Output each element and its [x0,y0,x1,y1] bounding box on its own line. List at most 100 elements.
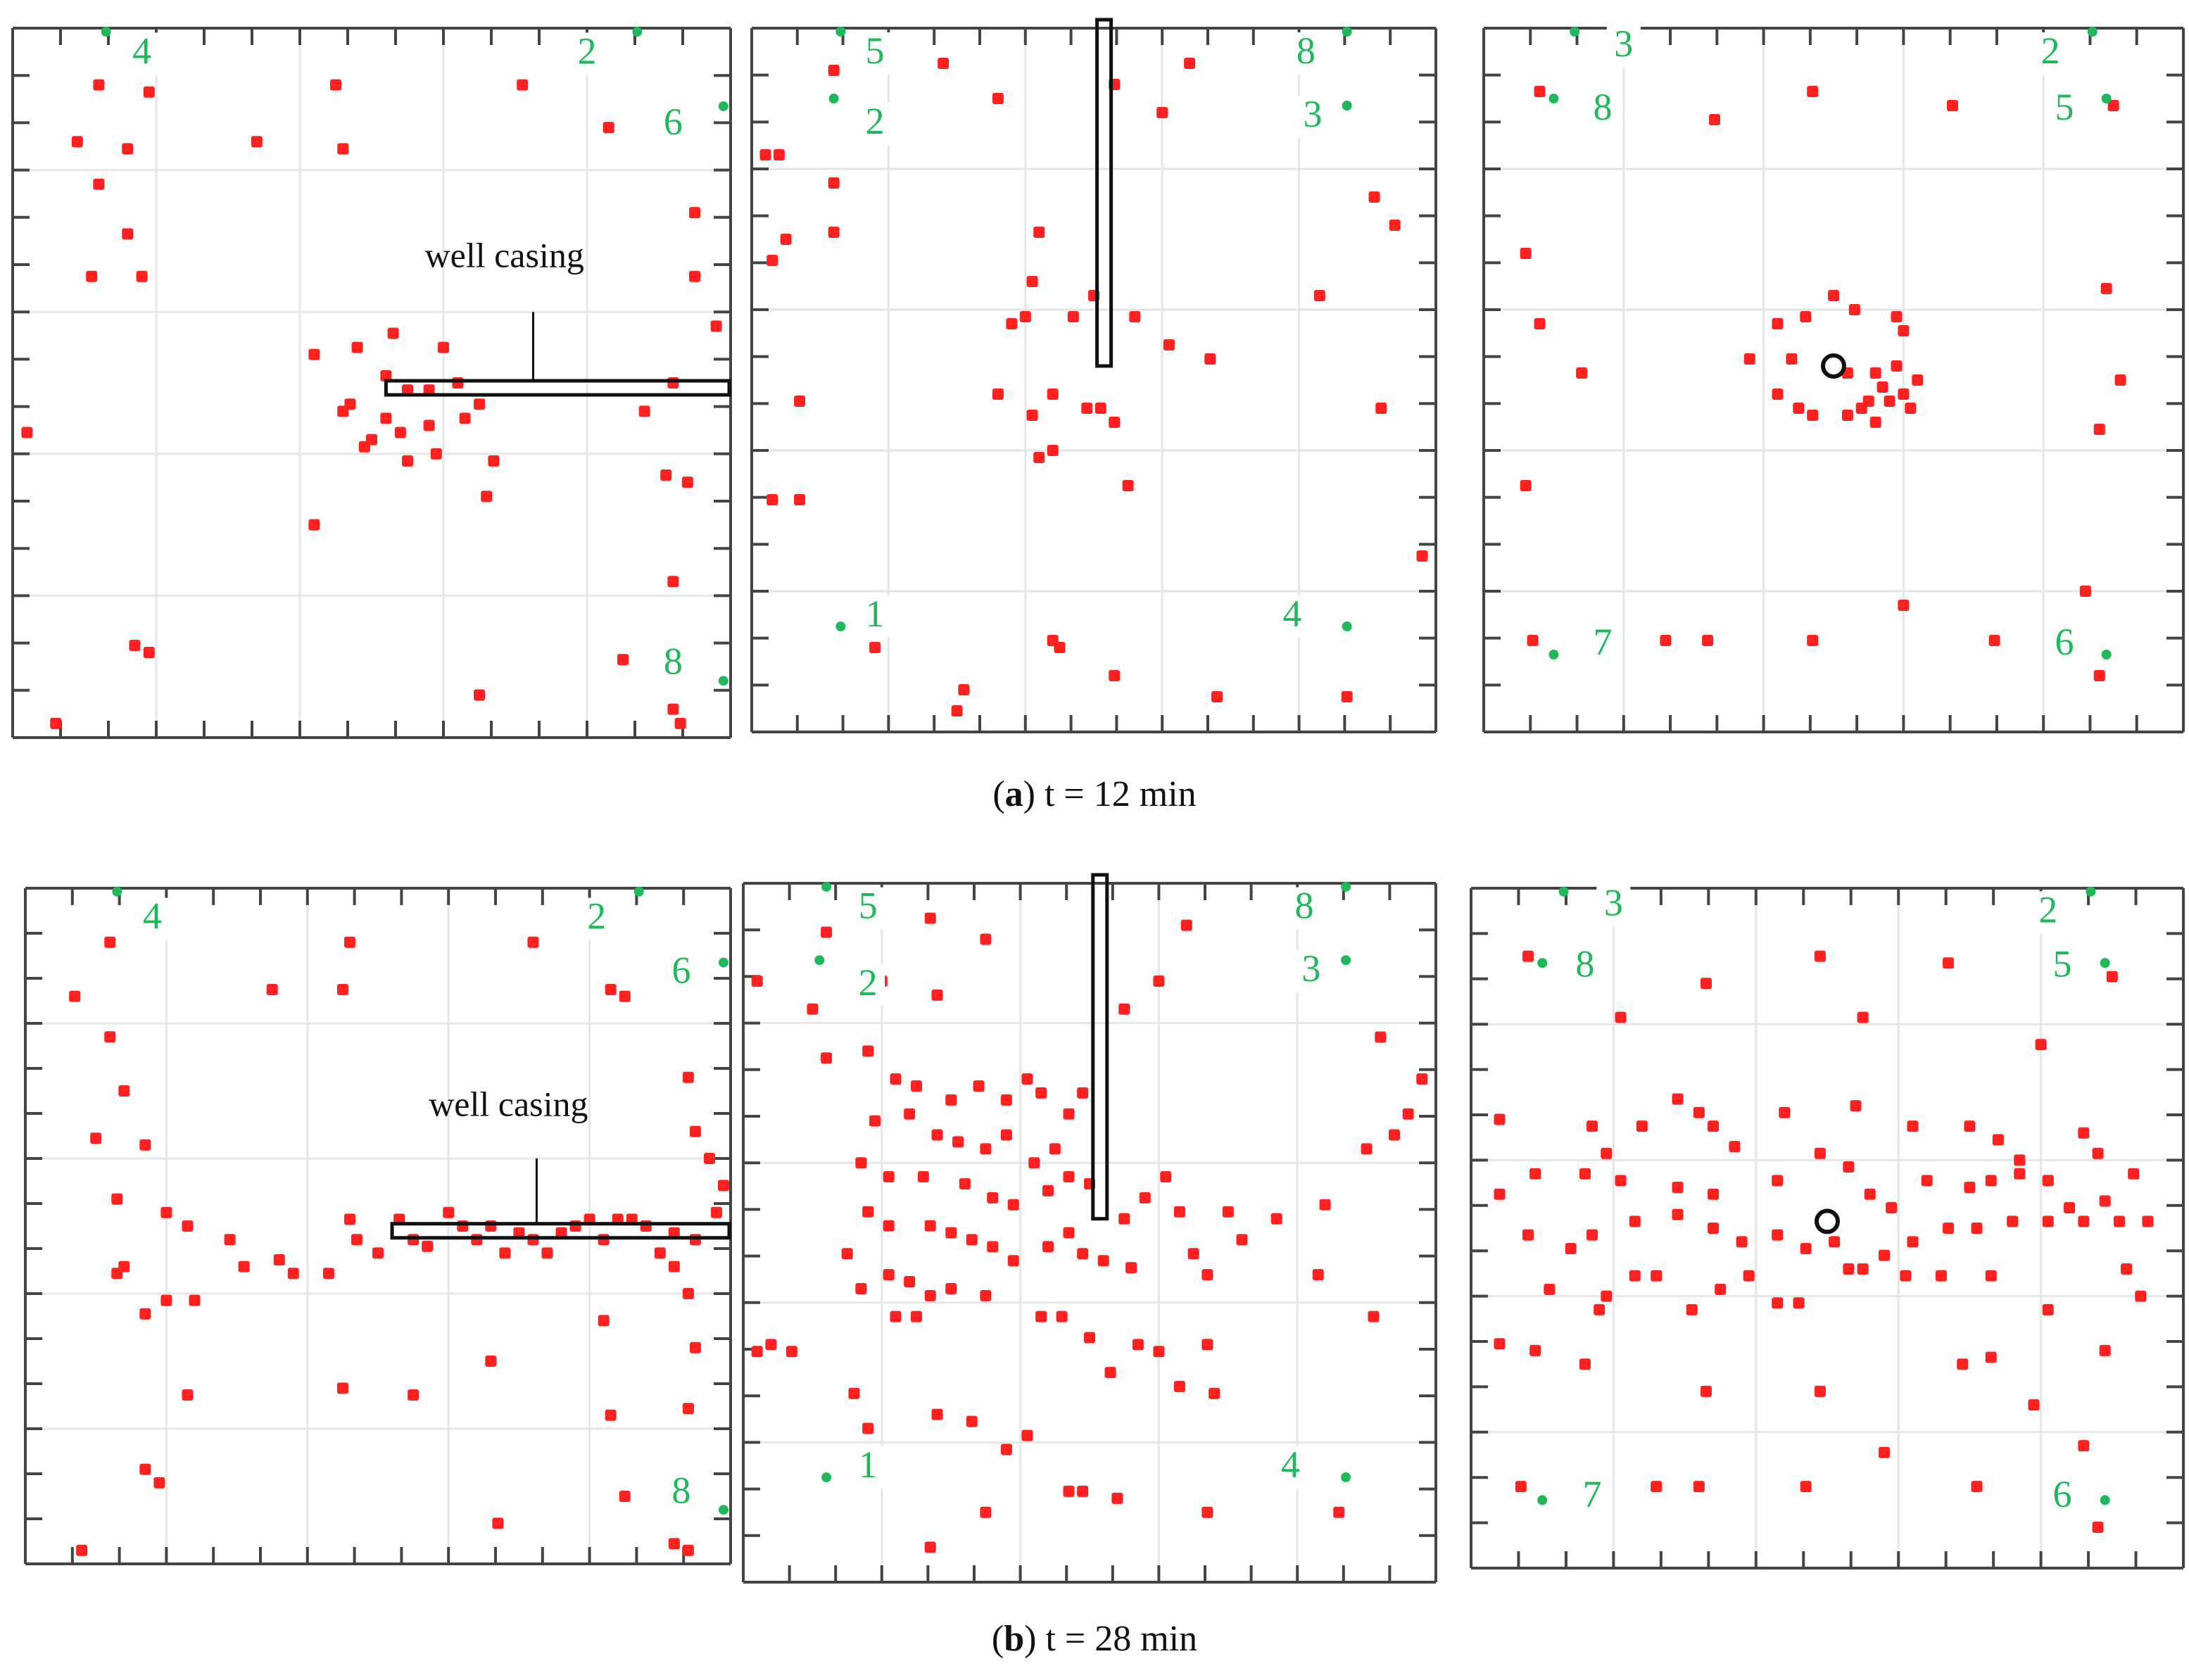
casing-label: well casing [429,1085,588,1124]
event-point [828,227,840,238]
event-point [139,1308,151,1320]
sensor-label: 2 [578,30,597,72]
sensor-marker [101,27,111,37]
event-point [1857,1263,1869,1275]
event-point [959,1177,971,1189]
event-point [924,1541,936,1553]
sensor-label: 8 [1295,885,1314,927]
event-point [689,1341,701,1353]
event-point [2078,1440,2090,1452]
event-point [485,1356,497,1367]
sensor-label: 2 [587,895,606,937]
event-point [308,519,320,531]
event-point [883,1269,895,1281]
event-point [807,1003,819,1015]
sensor-label: 2 [2038,888,2057,930]
event-point [1629,1215,1641,1227]
event-point [1841,410,1853,421]
sensor-label: 8 [1593,86,1612,128]
sensor-label-bg [1596,884,1631,927]
event-point [1333,1506,1345,1518]
event-point [654,1247,666,1259]
sensor-label-bg [857,595,892,638]
well-casing [1095,18,1114,368]
event-point [143,86,155,98]
event-point [358,441,370,453]
event-point [862,1045,874,1057]
event-point [1898,389,1910,400]
event-point [1163,339,1175,350]
sensor-label: 2 [859,961,878,1004]
sensor-label-bg [1567,945,1602,988]
event-point [1118,1213,1130,1225]
event-point [973,1080,985,1092]
event-point [1416,550,1428,562]
event-point [1522,950,1534,962]
event-point [423,384,435,396]
sensor-marker [2100,958,2110,968]
event-point [1971,1223,1983,1234]
sensor-label: 8 [671,1470,690,1512]
sensor-label: 3 [1301,947,1320,990]
event-point [423,419,435,431]
event-point [1651,1481,1663,1493]
sensor-label-bg [570,32,604,75]
event-point [322,1268,334,1280]
sensor-marker [1341,881,1351,892]
event-point [1222,1206,1234,1218]
event-point [118,1085,130,1097]
event-point [1579,1168,1591,1180]
event-point [1921,1175,1933,1187]
well-casing [1815,1208,1840,1234]
event-point [1033,452,1045,463]
event-point [638,405,650,417]
event-point [1586,1120,1598,1132]
event-point [1964,1182,1976,1194]
event-point [958,684,970,695]
event-point [481,491,493,503]
event-point [1389,220,1401,231]
sensor-label: 6 [2055,621,2074,663]
casing-label: well casing [425,236,584,275]
event-point [1708,1188,1720,1200]
sensor-label: 8 [1575,943,1594,985]
sensor-marker [1537,1495,1548,1505]
sensor-marker [2100,1495,2110,1505]
event-point [598,1315,610,1327]
event-point [2042,1303,2054,1315]
event-point [2099,1195,2111,1207]
event-point [266,984,278,995]
event-point [1173,1206,1185,1218]
event-point [1109,670,1121,681]
event-point [1615,1011,1627,1023]
event-point [938,58,950,69]
event-point [660,469,672,481]
event-point [71,136,83,148]
event-point [182,1389,194,1401]
sensor-label-bg [1585,89,1620,131]
event-point [1204,353,1216,365]
event-point [1772,1175,1784,1187]
event-point [1104,1367,1116,1379]
sensor-label: 3 [1604,882,1623,924]
event-point [710,1206,722,1218]
event-point [1094,403,1106,414]
event-point [351,1234,362,1246]
sensor-label-bg [2045,945,2079,988]
event-point [1686,1303,1698,1315]
event-point [422,1240,434,1252]
event-point [1660,635,1672,646]
event-point [821,1052,833,1064]
event-point [1054,642,1066,653]
event-point [2035,1039,2047,1051]
event-point [869,642,881,653]
event-point [883,1171,895,1183]
event-point [2142,1215,2154,1227]
event-point [1672,1093,1684,1105]
event-point [1708,1223,1720,1234]
event-point [1857,1011,1869,1023]
event-point [139,1463,151,1475]
event-point [527,936,539,948]
event-point [952,1136,964,1148]
panel-a-left: 4 2 6 8 well casing [11,27,732,739]
